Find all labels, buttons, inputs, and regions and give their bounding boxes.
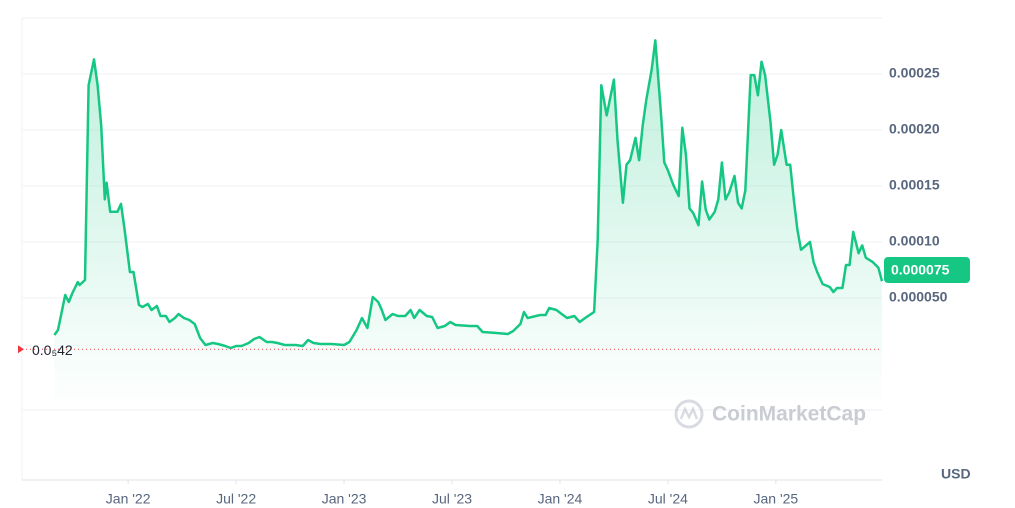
x-tick-label: Jan '25 — [753, 491, 798, 507]
x-tick-label: Jan '23 — [322, 491, 367, 507]
x-tick-label: Jul '22 — [216, 491, 256, 507]
x-tick-label: Jan '22 — [106, 491, 151, 507]
x-tick-label: Jul '23 — [432, 491, 472, 507]
price-area — [54, 40, 882, 411]
y-tick-label: 0.00010 — [889, 233, 940, 249]
x-tick-label: Jan '24 — [538, 491, 583, 507]
x-tick-label: Jul '24 — [648, 491, 688, 507]
y-tick-label: 0.00025 — [889, 65, 940, 81]
y-tick-label: 0.000050 — [889, 289, 948, 305]
y-tick-label: 0.00015 — [889, 177, 940, 193]
y-tick-label: 0.00020 — [889, 121, 940, 137]
current-price-badge — [884, 257, 970, 283]
price-line — [53, 39, 884, 350]
current-price-label: 0.000075 — [891, 262, 950, 278]
currency-label: USD — [941, 466, 971, 482]
baseline-label: 0.0₅42 — [32, 342, 73, 358]
baseline-pointer — [18, 345, 24, 354]
